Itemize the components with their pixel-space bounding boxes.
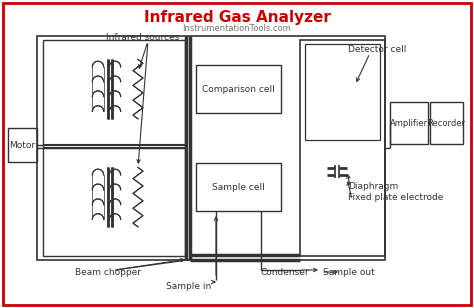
Text: Diaphragm: Diaphragm (348, 182, 398, 191)
Text: Beam chopper: Beam chopper (75, 268, 141, 277)
Bar (305, 44, 380, 140)
Text: Infrared sources: Infrared sources (106, 33, 180, 42)
Bar (37, 36, 385, 260)
Text: Comparison cell: Comparison cell (202, 84, 275, 94)
Text: Sample cell: Sample cell (212, 183, 265, 192)
Bar (196, 65, 281, 113)
Text: Motor: Motor (9, 140, 36, 149)
Bar (390, 102, 428, 144)
Text: Sample in: Sample in (166, 282, 211, 291)
Bar (196, 163, 281, 211)
Bar (43, 40, 185, 256)
Text: Sample out: Sample out (323, 268, 375, 277)
Text: Condenser: Condenser (261, 268, 310, 277)
Text: Fixed plate electrode: Fixed plate electrode (348, 193, 443, 202)
Text: Amplifier: Amplifier (390, 119, 428, 128)
Text: Detector cell: Detector cell (348, 45, 406, 54)
Text: Infrared Gas Analyzer: Infrared Gas Analyzer (144, 10, 330, 25)
Text: InstrumentationTools.com: InstrumentationTools.com (182, 24, 292, 33)
Bar (430, 102, 463, 144)
Bar (300, 40, 385, 256)
Text: Recorder: Recorder (428, 119, 465, 128)
Bar (8, 128, 37, 162)
